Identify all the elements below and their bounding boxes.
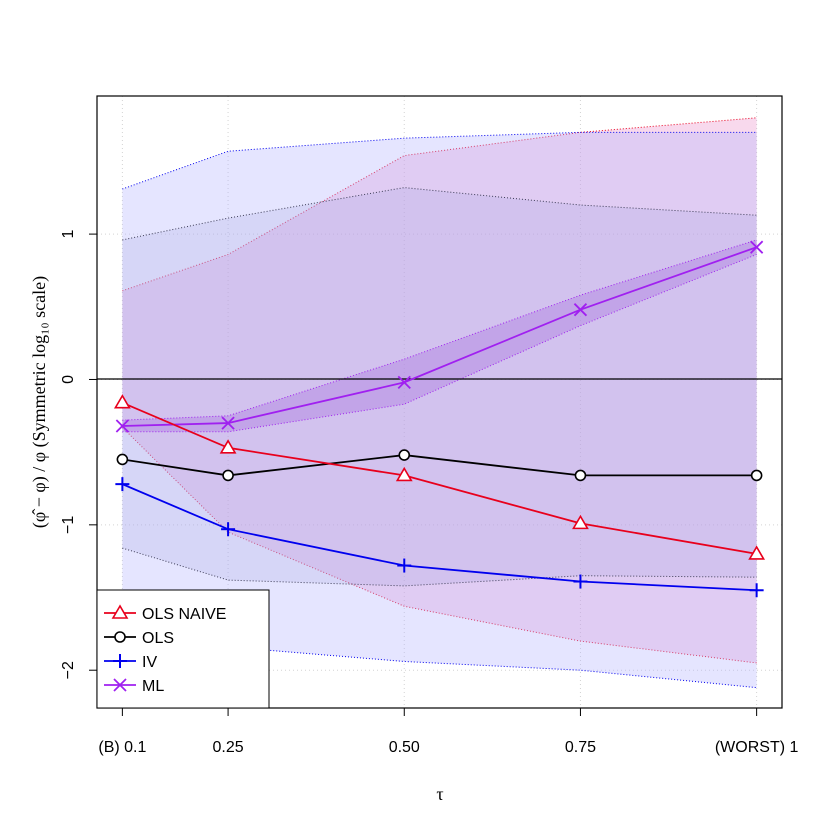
plus-marker bbox=[397, 558, 412, 573]
triangle-marker bbox=[572, 514, 589, 530]
series-ols bbox=[116, 449, 763, 482]
x-axis: (B) 0.1 0.25 0.50 0.75 (WORST) 1 bbox=[98, 707, 799, 756]
x-marker bbox=[221, 416, 235, 430]
legend-label: OLS bbox=[142, 630, 174, 647]
circle-marker bbox=[750, 469, 763, 482]
legend: OLS NAIVE OLS IV ML bbox=[96, 589, 270, 709]
legend-label: OLS NAIVE bbox=[142, 606, 226, 623]
x-marker bbox=[749, 240, 764, 254]
series-iv bbox=[115, 477, 764, 598]
band-edge bbox=[122, 597, 757, 689]
plus-marker bbox=[573, 574, 588, 589]
circle-marker bbox=[574, 469, 587, 482]
x-tick-label: (WORST) 1 bbox=[715, 739, 799, 756]
y-tick-label: 0 bbox=[60, 375, 77, 384]
legend-entry: OLS bbox=[104, 630, 174, 647]
triangle-marker bbox=[219, 439, 237, 454]
x-marker bbox=[113, 678, 127, 692]
series-ml bbox=[115, 240, 764, 433]
x-tick-label: (B) 0.1 bbox=[98, 739, 146, 756]
confidence-bands bbox=[122, 117, 757, 689]
x-tick-label: 0.50 bbox=[389, 739, 420, 756]
band-edge bbox=[122, 131, 757, 190]
plus-marker bbox=[221, 522, 236, 537]
triangle-marker bbox=[113, 394, 131, 409]
legend-label: ML bbox=[142, 678, 164, 695]
legend-entry: OLS NAIVE bbox=[104, 604, 226, 623]
plus-marker bbox=[749, 583, 764, 598]
band-edge bbox=[122, 187, 757, 241]
x-axis-title: τ bbox=[436, 784, 443, 804]
circle-marker bbox=[222, 469, 234, 482]
series-ols-naive bbox=[113, 394, 766, 560]
triangle-marker bbox=[395, 466, 413, 482]
y-axis: −2 −1 0 1 bbox=[60, 230, 97, 679]
y-axis-title: (φ̂ − φ) / φ (Symmetric log₁₀ scale) bbox=[29, 276, 50, 528]
legend-entry: ML bbox=[104, 678, 164, 695]
band-edge bbox=[122, 253, 757, 433]
x-tick-label: 0.75 bbox=[565, 739, 596, 756]
triangle-marker bbox=[748, 545, 766, 560]
x-tick-label: 0.25 bbox=[213, 739, 244, 756]
legend-box bbox=[96, 589, 270, 709]
y-tick-label: 1 bbox=[60, 230, 77, 239]
band-edge bbox=[122, 427, 757, 664]
y-tick-label: −1 bbox=[60, 516, 77, 534]
series-lines bbox=[113, 240, 766, 598]
x-marker bbox=[573, 303, 588, 317]
circle-marker bbox=[116, 453, 129, 466]
circle-marker bbox=[114, 631, 126, 643]
y-tick-label: −2 bbox=[60, 661, 77, 679]
x-marker bbox=[397, 375, 411, 390]
legend-entry: IV bbox=[104, 654, 157, 671]
plus-marker bbox=[115, 477, 130, 492]
plus-marker bbox=[113, 654, 127, 668]
legend-label: IV bbox=[142, 654, 157, 671]
triangle-marker bbox=[111, 604, 129, 619]
confidence-band bbox=[122, 187, 757, 586]
x-marker bbox=[115, 419, 130, 433]
confidence-band bbox=[122, 132, 757, 688]
circle-marker bbox=[398, 449, 411, 461]
